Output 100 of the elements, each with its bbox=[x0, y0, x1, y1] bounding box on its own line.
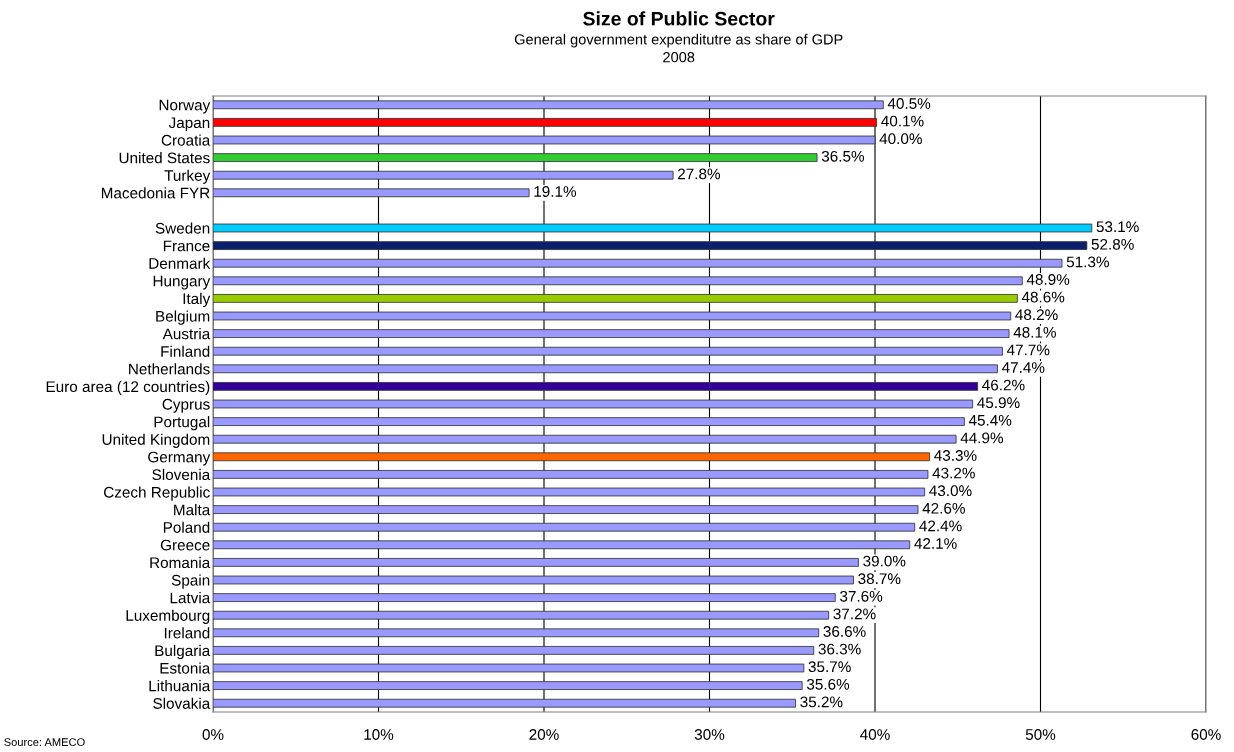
data-label: 53.1% bbox=[1096, 221, 1139, 233]
y-tick-label: Portugal bbox=[154, 416, 210, 431]
bar bbox=[213, 522, 916, 532]
y-tick-label: Spain bbox=[171, 574, 210, 589]
x-tick-label: 60% bbox=[1191, 729, 1221, 740]
y-tick-label: Croatia bbox=[161, 134, 211, 146]
data-label: 35.2% bbox=[800, 696, 843, 708]
bar bbox=[213, 540, 911, 550]
y-tick-label: Macedonia FYR bbox=[101, 187, 210, 199]
bar bbox=[213, 294, 1018, 303]
y-tick-label: Norway bbox=[159, 99, 211, 114]
y-tick-label: Lithuania bbox=[149, 680, 211, 692]
bar bbox=[213, 593, 836, 602]
data-label: 52.8% bbox=[1091, 238, 1134, 250]
bar bbox=[213, 399, 974, 409]
chart-subtitle: General government expenditutre as share of GDP 2008 bbox=[514, 33, 843, 63]
y-tick-label: Slovenia bbox=[152, 468, 211, 481]
y-tick-label: Ireland bbox=[164, 627, 210, 639]
bar bbox=[213, 223, 1093, 233]
x-tick-label: 20% bbox=[529, 729, 559, 740]
data-label: 48.9% bbox=[1026, 274, 1070, 285]
y-tick-label: Germany bbox=[148, 451, 211, 466]
data-label: 43.0% bbox=[929, 485, 972, 497]
data-label: 48.1% bbox=[1013, 326, 1056, 338]
data-label: 19.1% bbox=[534, 186, 577, 197]
bar bbox=[213, 417, 965, 426]
y-tick-label: Euro area (12 countries) bbox=[46, 380, 210, 396]
bar bbox=[213, 118, 878, 127]
y-tick-label: Cyprus bbox=[162, 398, 210, 413]
data-label: 40.0% bbox=[879, 133, 922, 145]
data-label: 37.6% bbox=[840, 590, 883, 602]
bar bbox=[213, 276, 1023, 286]
data-label: 44.9% bbox=[960, 432, 1004, 444]
bar bbox=[213, 100, 884, 110]
data-label: 47.4% bbox=[1001, 362, 1045, 373]
bar bbox=[213, 170, 674, 180]
data-label: 42.1% bbox=[914, 538, 957, 549]
bar bbox=[213, 452, 931, 462]
bar bbox=[213, 575, 854, 585]
bar bbox=[213, 558, 859, 567]
bar bbox=[213, 698, 796, 708]
data-label: 36.5% bbox=[821, 150, 865, 162]
y-tick-label: Slovakia bbox=[153, 697, 211, 709]
y-tick-label: Turkey bbox=[164, 169, 211, 184]
x-tick-label: 40% bbox=[860, 729, 890, 740]
y-tick-label: Sweden bbox=[155, 222, 210, 234]
data-label: 48.2% bbox=[1015, 309, 1058, 321]
y-tick-label: Denmark bbox=[149, 257, 211, 269]
bar bbox=[213, 663, 805, 673]
bar bbox=[213, 153, 818, 162]
data-label: 43.3% bbox=[934, 450, 977, 461]
y-tick-label: Belgium bbox=[156, 310, 210, 325]
data-label: 35.7% bbox=[808, 661, 851, 673]
bar bbox=[213, 470, 929, 479]
data-label: 43.2% bbox=[932, 467, 975, 479]
y-tick-label: Luxembourg bbox=[126, 609, 210, 624]
x-tick-label: 30% bbox=[694, 729, 725, 740]
bar bbox=[213, 610, 830, 620]
y-tick-label: Latvia bbox=[170, 592, 211, 604]
y-tick-label: Netherlands bbox=[129, 363, 210, 375]
bar bbox=[213, 311, 1012, 321]
data-label: 46.2% bbox=[982, 379, 1025, 391]
bar bbox=[213, 434, 957, 444]
y-tick-label: Finland bbox=[161, 345, 210, 357]
source-note: Source: AMECO bbox=[4, 738, 85, 747]
data-label: 27.8% bbox=[678, 168, 721, 180]
bar bbox=[213, 329, 1010, 338]
y-tick-label: Bulgaria bbox=[155, 644, 211, 660]
bar bbox=[213, 258, 1063, 268]
data-label: 42.4% bbox=[919, 520, 962, 532]
x-tick-label: 50% bbox=[1025, 729, 1056, 740]
y-tick-label: Poland bbox=[163, 521, 210, 533]
y-tick-label: Romania bbox=[150, 556, 211, 569]
bar bbox=[213, 135, 876, 145]
data-label: 47.7% bbox=[1006, 344, 1050, 356]
bar bbox=[213, 646, 815, 655]
y-tick-label: Austria bbox=[162, 328, 211, 340]
y-tick-label: United Kingdom bbox=[102, 433, 210, 448]
bar bbox=[213, 681, 803, 690]
chart-title: Size of Public Sector bbox=[583, 11, 775, 26]
bar bbox=[213, 505, 919, 514]
data-label: 38.7% bbox=[858, 573, 901, 585]
data-label: 51.3% bbox=[1066, 256, 1109, 268]
data-label: 35.6% bbox=[806, 678, 850, 690]
data-label: 45.9% bbox=[977, 397, 1020, 409]
data-label: 45.4% bbox=[968, 414, 1012, 426]
y-tick-label: France bbox=[163, 240, 210, 252]
data-label: 40.5% bbox=[887, 98, 931, 109]
data-label: 36.3% bbox=[818, 643, 861, 655]
y-tick-label: Malta bbox=[174, 504, 211, 516]
y-tick-label: Hungary bbox=[153, 275, 211, 290]
y-tick-label: Czech Republic bbox=[104, 486, 210, 501]
data-label: 48.6% bbox=[1021, 291, 1065, 303]
bar bbox=[213, 487, 926, 497]
y-tick-label: United States bbox=[119, 152, 210, 164]
y-tick-label: Italy bbox=[183, 292, 211, 308]
y-tick-label: Japan bbox=[168, 117, 210, 132]
data-label: 40.1% bbox=[881, 115, 924, 127]
x-tick-label: 0% bbox=[202, 729, 224, 740]
data-label: 39.0% bbox=[863, 555, 906, 567]
